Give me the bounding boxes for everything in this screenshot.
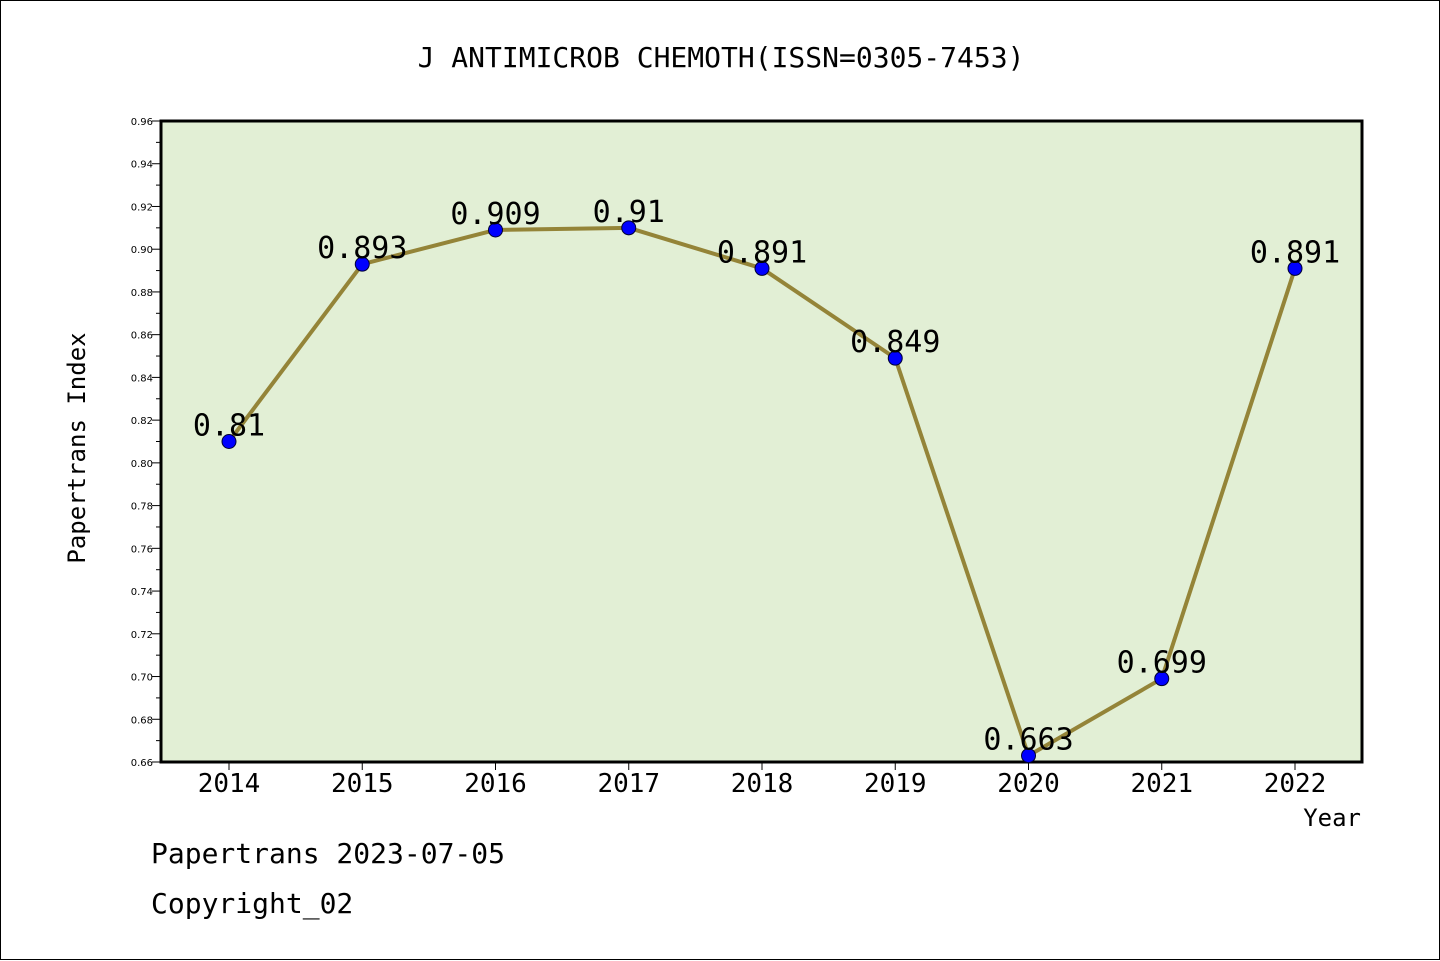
data-point-marker [1154, 671, 1170, 687]
chart-title: J ANTIMICROB CHEMOTH(ISSN=0305-7453) [418, 41, 1025, 74]
data-label: 0.91 [593, 195, 665, 230]
x-tick-label: 2014 [198, 769, 261, 799]
x-tick-label: 2016 [464, 769, 527, 799]
x-tick-label: 2019 [864, 769, 927, 799]
x-axis: 2014 2015 2016 2017 2018 2019 2020 2021 2022 [198, 762, 1327, 799]
y-axis-label: Papertrans Index [63, 332, 91, 563]
data-point-marker [754, 260, 770, 276]
x-tick-label: 2022 [1264, 769, 1327, 799]
y-tick-label: 0.82 [131, 416, 153, 427]
y-tick-label: 0.80 [131, 459, 153, 470]
data-label: 0.891 [1250, 235, 1340, 270]
footer-copyright-label: Copyright_02 [151, 887, 354, 920]
y-tick-label: 0.72 [131, 630, 153, 641]
y-tick-label: 0.84 [131, 373, 153, 384]
y-tick-label: 0.66 [131, 758, 153, 769]
data-point-marker [354, 256, 370, 272]
data-label: 0.891 [717, 235, 807, 270]
series-papertrans-index: 0.81 0.893 0.909 0.91 0.891 0.849 0.663 0.699 0.… [193, 195, 1340, 764]
y-tick-label: 0.88 [131, 288, 153, 299]
data-label: 0.81 [193, 409, 265, 444]
x-tick-label: 2020 [997, 769, 1060, 799]
plot-area [159, 119, 1364, 764]
data-point-marker [1021, 748, 1036, 764]
data-label: 0.849 [850, 325, 940, 360]
data-label: 0.893 [317, 231, 407, 266]
x-tick-label: 2017 [597, 769, 660, 799]
data-point-marker [621, 220, 637, 236]
data-point-marker [1287, 260, 1303, 276]
y-tick-label: 0.76 [131, 544, 153, 555]
data-point-marker [221, 434, 237, 449]
x-tick-label: 2018 [731, 769, 794, 799]
data-point-marker [488, 222, 503, 238]
x-tick-label: 2021 [1130, 769, 1193, 799]
y-tick-label: 0.90 [131, 245, 153, 256]
data-point-marker [887, 350, 903, 366]
x-tick-label: 2015 [331, 769, 394, 799]
y-tick-label: 0.94 [131, 160, 153, 171]
x-axis-label: Year [1303, 804, 1361, 832]
y-tick-label: 0.74 [131, 587, 153, 598]
data-label: 0.663 [983, 723, 1073, 758]
y-axis: 0.66 0.68 0.70 0.72 0.74 0.76 0.78 0.80 0.82 0.84… [131, 117, 161, 769]
data-label: 0.699 [1117, 646, 1207, 681]
y-tick-label: 0.78 [131, 502, 153, 513]
y-tick-label: 0.92 [131, 202, 153, 213]
y-tick-label: 0.70 [131, 673, 153, 684]
y-tick-label: 0.86 [131, 331, 153, 342]
y-tick-label: 0.96 [131, 117, 153, 128]
data-label: 0.909 [450, 197, 540, 232]
y-tick-label: 0.68 [131, 715, 153, 726]
footer-date-label: Papertrans 2023-07-05 [151, 837, 506, 870]
